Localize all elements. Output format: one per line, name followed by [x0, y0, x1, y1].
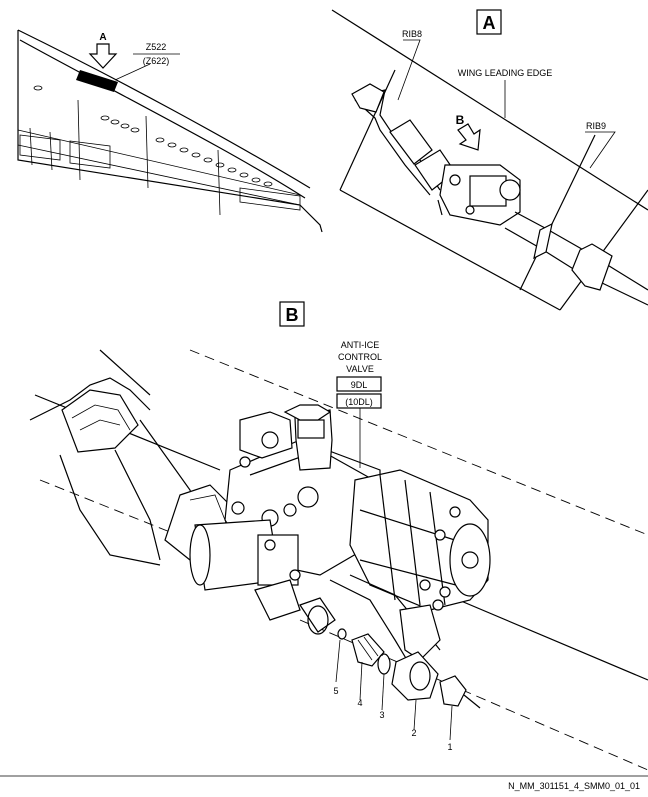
wing-overview: A Z522 (Z622) — [17, 29, 323, 233]
valve-id-box — [336, 376, 382, 392]
item-4-label: 4 — [357, 698, 362, 708]
zone-main-label: Z522 — [146, 42, 167, 52]
wing-leading-edge-label: WING LEADING EDGE — [458, 68, 553, 78]
part-2 — [391, 651, 439, 701]
view-b-label: B — [286, 305, 299, 325]
valve-id-alt-box — [336, 393, 382, 409]
part-1 — [439, 675, 481, 709]
rib-right-label: RIB9 — [586, 121, 606, 131]
view-b-arrow-icon — [457, 123, 481, 151]
item-3-label: 3 — [379, 710, 384, 720]
arrow-a-label: A — [99, 32, 106, 43]
view-b-detail: 5 4 3 2 1 ANTI-ICE CONTROL VALVE 9DL (10… — [29, 340, 648, 771]
valve-title-line1: ANTI-ICE — [341, 340, 380, 350]
part-3 — [377, 653, 391, 675]
leading-edge-holes — [33, 85, 273, 187]
item-1-label: 1 — [447, 742, 452, 752]
view-a-label: A — [483, 13, 496, 33]
view-a-detail: A RIB8 RIB9 WING LEADING EDGE — [331, 9, 648, 311]
footer-reference: N_MM_301151_4_SMM0_01_01 — [508, 781, 640, 791]
zone-alt-label: (Z622) — [143, 56, 170, 66]
view-a-box — [476, 9, 502, 35]
zone-highlight — [76, 70, 118, 92]
rib-left-label: RIB8 — [402, 29, 422, 39]
arrow-b-label: B — [456, 113, 465, 127]
item-5-label: 5 — [333, 686, 338, 696]
part-4 — [351, 633, 385, 667]
item-2-label: 2 — [411, 728, 416, 738]
view-b-box — [279, 301, 305, 327]
part-5 — [337, 628, 347, 640]
valve-id-alt: (10DL) — [345, 397, 373, 407]
valve-title-line3: VALVE — [346, 364, 374, 374]
valve-title-line2: CONTROL — [338, 352, 382, 362]
valve-id-main: 9DL — [351, 380, 368, 390]
view-a-arrow-icon — [88, 43, 118, 69]
